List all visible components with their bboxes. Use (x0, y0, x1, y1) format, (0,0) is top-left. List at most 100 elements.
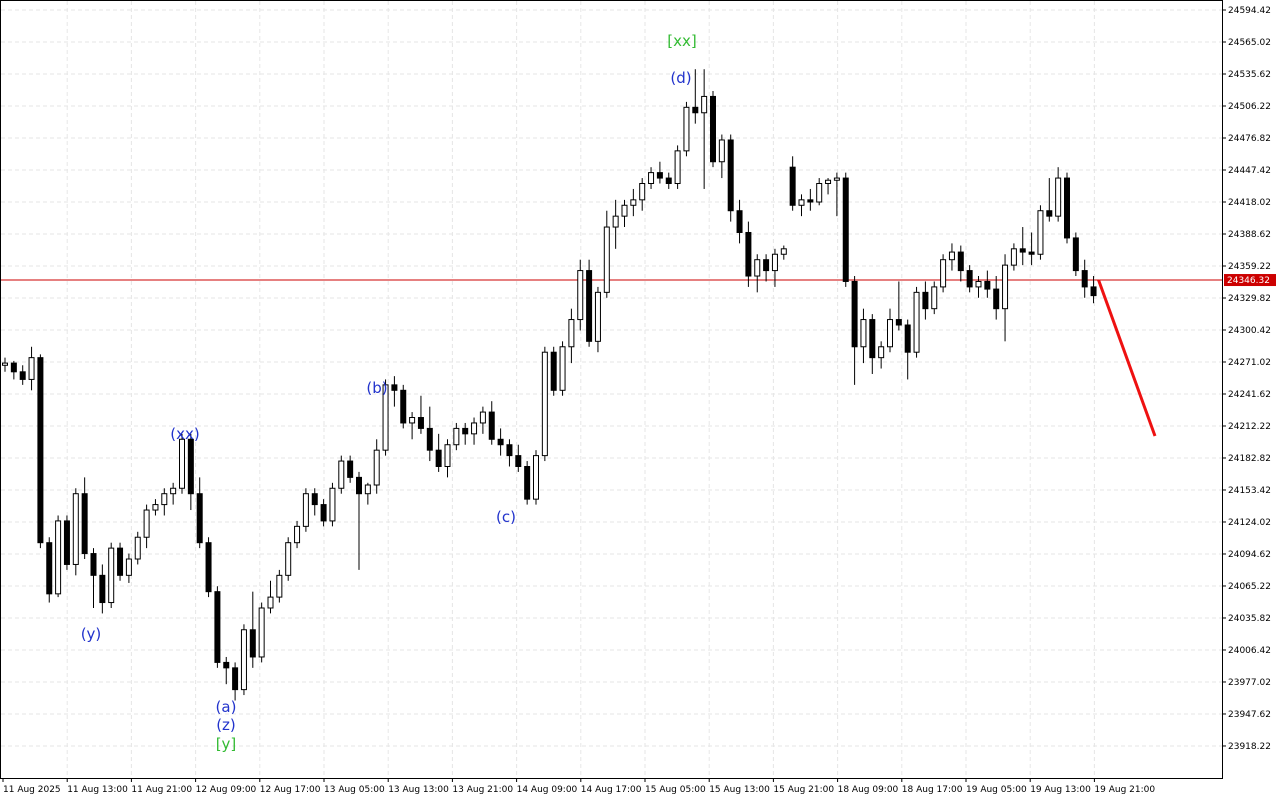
x-tick-label: 13 Aug 13:00 (388, 785, 449, 795)
x-tick-label: 15 Aug 21:00 (773, 785, 834, 795)
candle-body (550, 351, 557, 391)
candle-body (426, 427, 433, 451)
candle-body (232, 667, 239, 691)
x-tick-label: 18 Aug 17:00 (902, 785, 963, 795)
y-tick-label: 24388.62 (1228, 230, 1271, 240)
candle-body (904, 324, 911, 353)
candle-body (993, 288, 1000, 310)
x-tick-label: 19 Aug 05:00 (966, 785, 1027, 795)
y-tick-label: 24094.62 (1228, 550, 1271, 560)
candle-body (462, 427, 469, 435)
candle-body (391, 384, 398, 391)
x-tick-label: 12 Aug 17:00 (260, 785, 321, 795)
candle-body (1055, 177, 1062, 217)
candle-body (479, 411, 486, 424)
y-tick-label: 23918.22 (1228, 742, 1271, 752)
candle-body (329, 487, 336, 522)
y-tick-label: 24241.62 (1228, 390, 1271, 400)
x-tick-label: 19 Aug 13:00 (1030, 785, 1091, 795)
candle-body (373, 449, 380, 486)
candle-body (648, 172, 655, 185)
y-tick-label: 24300.42 (1228, 326, 1271, 336)
y-tick-label: 23947.62 (1228, 710, 1271, 720)
x-tick-label: 14 Aug 09:00 (517, 785, 578, 795)
candle-body (798, 199, 805, 206)
candle-body (878, 346, 885, 359)
candle-body (833, 177, 840, 181)
candle-body (692, 106, 699, 114)
wave-label: (z) (216, 716, 236, 734)
y-tick-label: 24329.82 (1228, 294, 1271, 304)
candle-body (984, 280, 991, 290)
x-tick-label: 18 Aug 09:00 (838, 785, 899, 795)
candle-body (975, 280, 982, 288)
wave-label: (c) (496, 508, 516, 526)
x-tick-label: 19 Aug 21:00 (1094, 785, 1155, 795)
candle-body (258, 607, 265, 658)
candle-body (594, 291, 601, 342)
y-tick-label: 24124.02 (1228, 518, 1271, 528)
candle-body (435, 449, 442, 467)
candle-body (940, 259, 947, 288)
candle-body (754, 259, 761, 277)
candle-body (842, 177, 849, 282)
candle-body (28, 357, 35, 380)
candle-body (1028, 251, 1035, 255)
candle-body (152, 504, 159, 511)
candle-body (621, 204, 628, 217)
candle-body (90, 553, 97, 576)
wave-label: (xx) (170, 425, 199, 443)
candle-body (727, 139, 734, 212)
y-tick-label: 24447.42 (1228, 166, 1271, 176)
candle-body (382, 384, 389, 451)
candle-body (559, 346, 566, 391)
candle-body (179, 438, 185, 489)
candle-body (869, 319, 876, 359)
x-tick-label: 11 Aug 13:00 (67, 785, 128, 795)
candle-body (771, 253, 778, 272)
candle-body (240, 629, 247, 691)
candle-body (347, 460, 354, 478)
candle-body (763, 259, 770, 272)
x-tick-label: 11 Aug 2025 (3, 785, 61, 795)
candle-body (196, 493, 203, 544)
candle-body (515, 455, 522, 467)
candle-body (125, 558, 132, 576)
candle-body (143, 509, 150, 538)
candle-body (665, 177, 672, 185)
candle-body (860, 319, 867, 348)
candle-body (710, 95, 716, 163)
y-tick-label: 24035.82 (1228, 614, 1271, 624)
candle-body (249, 629, 256, 658)
price-badge-label: 24346.32 (1227, 276, 1270, 286)
candle-body (639, 183, 646, 201)
candle-body (1046, 210, 1053, 217)
candle-body (957, 251, 964, 272)
candle-body (320, 504, 327, 522)
candle-body (586, 270, 593, 342)
candle-body (524, 465, 531, 500)
candle-body (630, 199, 637, 206)
candle-body (63, 520, 70, 565)
candle-body (736, 210, 743, 233)
candle-body (612, 215, 619, 228)
candle-body (417, 417, 424, 429)
candle-body (311, 493, 318, 506)
candle-body (117, 547, 124, 576)
candle-body (825, 179, 832, 185)
candle-body (2, 362, 8, 366)
candle-body (72, 493, 79, 565)
candle-body (683, 106, 690, 152)
candle-body (108, 547, 115, 604)
y-tick-label: 24182.82 (1228, 454, 1271, 464)
candle-body (55, 520, 62, 595)
x-tick-label: 13 Aug 21:00 (452, 785, 513, 795)
candle-body (471, 422, 478, 435)
candle-body (223, 661, 230, 669)
candle-body (1037, 210, 1044, 255)
candle-body (497, 438, 504, 446)
candle-body (816, 183, 823, 203)
candle-body (789, 166, 796, 206)
candle-body (541, 351, 548, 457)
candle-body (701, 95, 708, 114)
